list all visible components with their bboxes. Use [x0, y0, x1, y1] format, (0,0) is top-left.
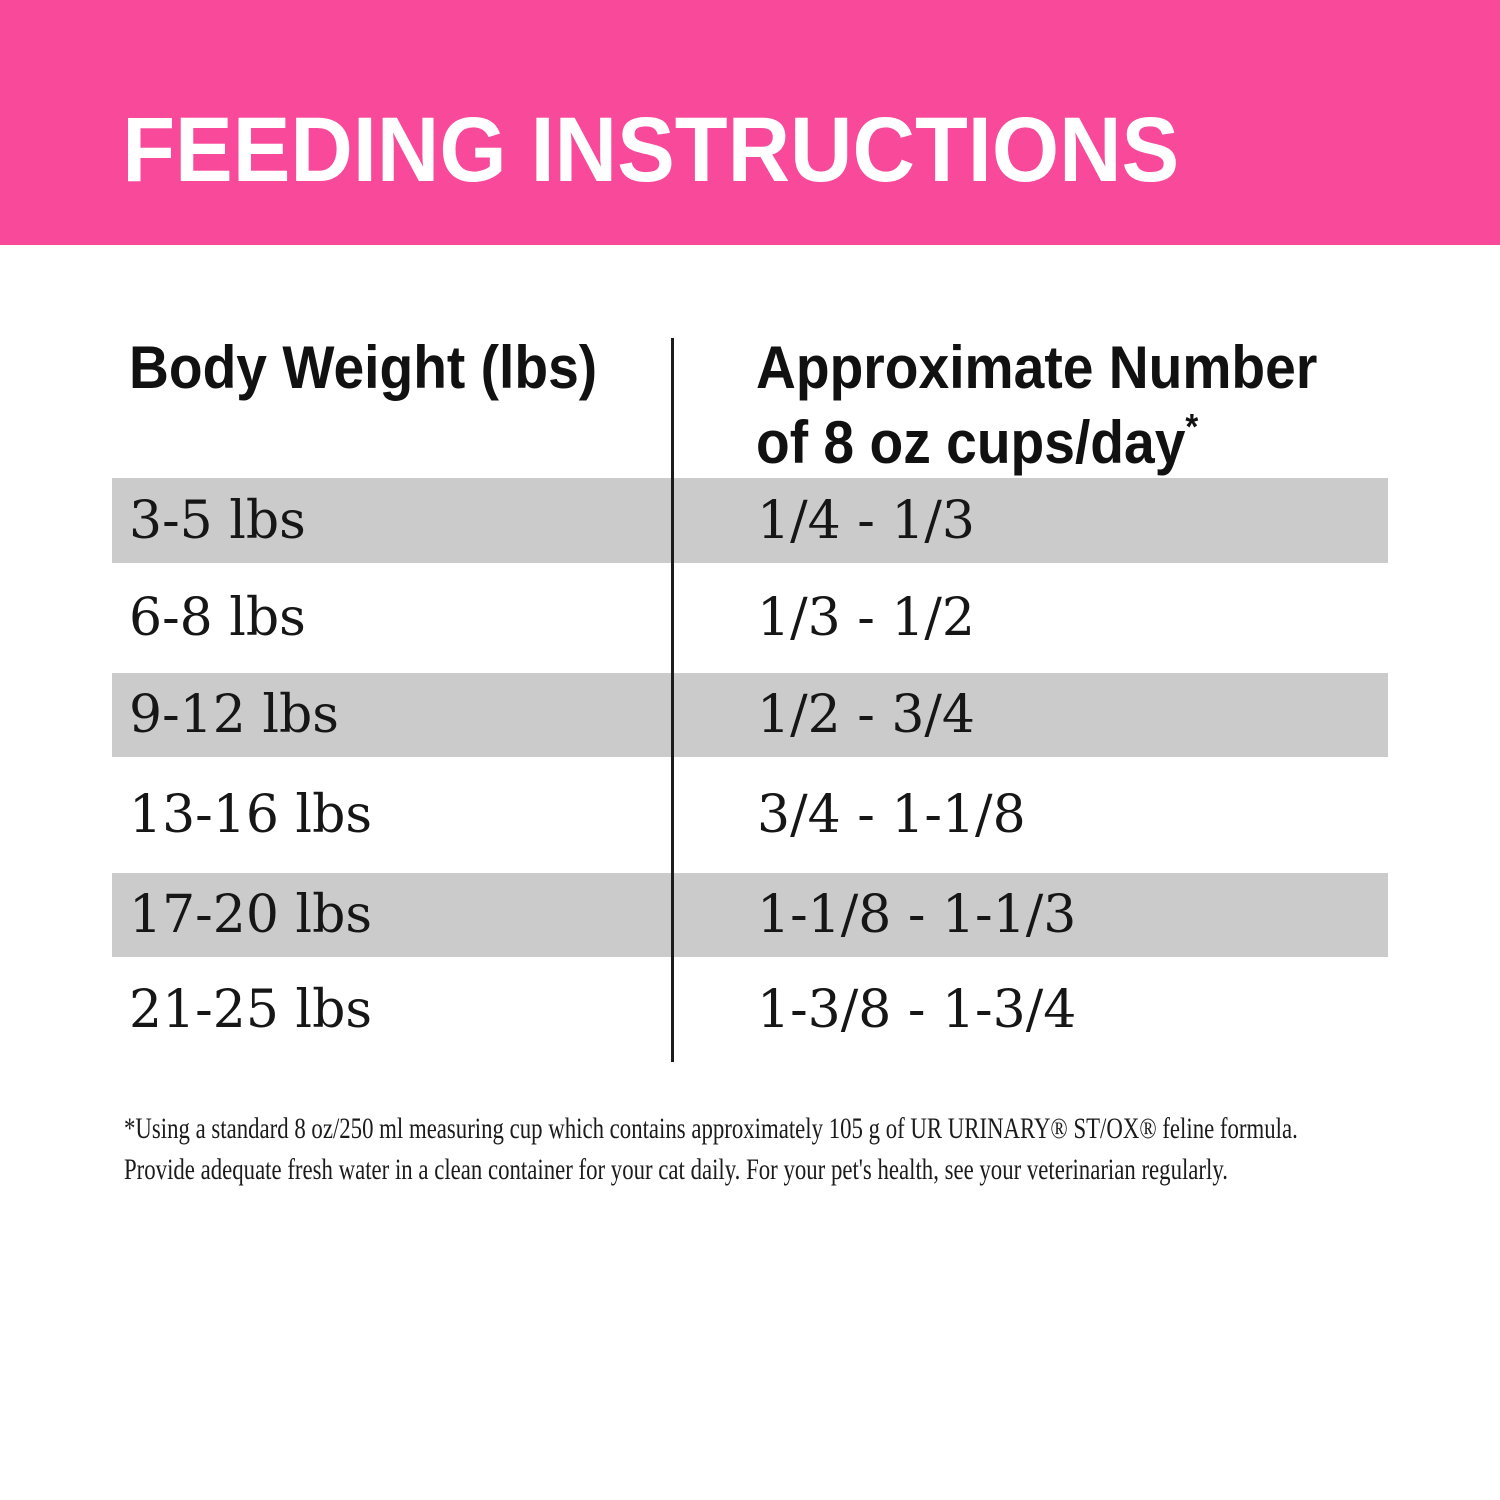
- asterisk-superscript: *: [1185, 406, 1199, 447]
- table-row: 17-20 lbs 1-1/8 - 1-1/3: [112, 873, 1388, 957]
- table-body: 3-5 lbs 1/4 - 1/3 6-8 lbs 1/3 - 1/2 9-12…: [112, 478, 1388, 1062]
- body-weight-cell: 17-20 lbs: [129, 885, 373, 945]
- cups-cell: 1-3/8 - 1-3/4: [757, 979, 1077, 1040]
- body-weight-column-header: Body Weight (lbs): [112, 338, 671, 478]
- cups-cell: 1-1/8 - 1-1/3: [757, 885, 1077, 945]
- cups-cell: 1/2 - 3/4: [757, 685, 976, 745]
- table-row: 6-8 lbs 1/3 - 1/2: [112, 563, 1388, 673]
- footnote-line1: *Using a standard 8 oz/250 ml measuring …: [124, 1112, 1298, 1145]
- body-weight-cell: 3-5 lbs: [129, 490, 306, 551]
- column-divider-line: [671, 338, 674, 1062]
- footnote: *Using a standard 8 oz/250 ml measuring …: [112, 1108, 1388, 1190]
- body-weight-cell: 21-25 lbs: [129, 979, 373, 1040]
- body-weight-header-label: Body Weight (lbs): [129, 334, 598, 401]
- table-row: 9-12 lbs 1/2 - 3/4: [112, 673, 1388, 757]
- table-row: 3-5 lbs 1/4 - 1/3: [112, 478, 1388, 563]
- cups-cell: 3/4 - 1-1/8: [757, 785, 1026, 845]
- cups-column-header: Approximate Number of 8 oz cups/day*: [671, 338, 1388, 478]
- cups-cell: 1/4 - 1/3: [757, 490, 976, 551]
- body-weight-cell: 13-16 lbs: [129, 785, 373, 845]
- cups-header-line2: of 8 oz cups/day*: [756, 406, 1199, 476]
- cups-cell: 1/3 - 1/2: [757, 588, 976, 648]
- cups-header-line1: Approximate Number: [756, 334, 1318, 401]
- table-row: 21-25 lbs 1-3/8 - 1-3/4: [112, 957, 1388, 1062]
- table-row: 13-16 lbs 3/4 - 1-1/8: [112, 757, 1388, 873]
- header-banner: FEEDING INSTRUCTIONS: [0, 0, 1500, 245]
- table-header-row: Body Weight (lbs) Approximate Number of …: [112, 338, 1388, 478]
- feeding-table: Body Weight (lbs) Approximate Number of …: [112, 338, 1388, 1062]
- footnote-line2: Provide adequate fresh water in a clean …: [124, 1153, 1228, 1186]
- body-weight-cell: 9-12 lbs: [129, 685, 339, 745]
- page-title: FEEDING INSTRUCTIONS: [122, 99, 1180, 201]
- body-weight-cell: 6-8 lbs: [129, 588, 306, 648]
